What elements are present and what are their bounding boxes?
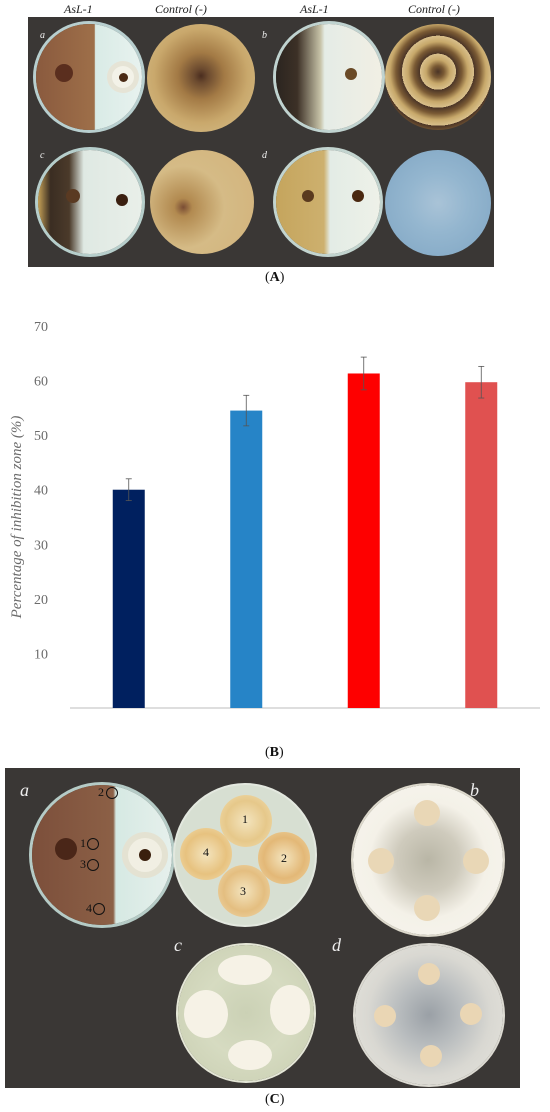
x-tick-label: C. musae	[218, 718, 274, 720]
panel-a-letter-c: c	[40, 150, 45, 161]
error-bar-1	[243, 394, 250, 427]
inhibition-bar-chart: 10 20 30 40 50 60 70 Percentage of inhibition z…	[9, 320, 540, 720]
y-tick-label: 50	[34, 429, 48, 444]
dish-c-d-colony1	[418, 963, 440, 985]
dish-c-c-colony1	[218, 955, 272, 985]
panel-a-caption-letter: A	[269, 270, 280, 285]
dish-d-asl1	[276, 150, 380, 254]
x-tick-label: F. graminearum	[80, 718, 178, 720]
dish-c-plug2	[116, 194, 128, 206]
ring-label-3: 3	[80, 857, 86, 871]
panel-a-letter-a: a	[40, 30, 45, 41]
y-tick-label: 60	[34, 375, 48, 390]
dish-c-c-colony2	[270, 985, 310, 1035]
dish-c-control	[150, 150, 254, 254]
error-bar-2	[360, 356, 367, 391]
panel-c-letter-b: b	[470, 780, 479, 800]
header-control-2: Control (-)	[408, 2, 460, 16]
panel-a-caption: (A)	[265, 270, 285, 285]
panel-c-caption-letter: C	[269, 1092, 280, 1107]
dish-c-b-colony2	[463, 848, 489, 874]
y-tick-label: 40	[34, 484, 48, 499]
bar-1	[230, 410, 263, 708]
error-bar-3	[478, 365, 485, 399]
bar-0	[112, 489, 145, 708]
ring-3	[87, 859, 99, 871]
panel-c-letter-d: d	[332, 935, 341, 955]
dish-a-control	[147, 24, 255, 132]
panel-c-letter-c: c	[174, 935, 182, 955]
panel-c-letter-a: a	[20, 780, 29, 800]
dish-c-d-colony3	[420, 1045, 442, 1067]
dish-d-control	[385, 150, 491, 256]
dish-c-c-colony4	[184, 990, 228, 1038]
ring-2	[106, 787, 118, 799]
panel-a-letter-b: b	[262, 30, 267, 41]
dish-d-plug2	[352, 190, 364, 202]
x-tick-label: C. gloeosporioides	[307, 718, 420, 720]
panel-b-caption: (B)	[265, 745, 284, 760]
colony-label-3: 3	[240, 884, 246, 898]
dish-c-plug	[66, 189, 80, 203]
dish-c-b-colony3	[414, 895, 440, 921]
dish-c-d-colony4	[374, 1005, 396, 1027]
y-tick-label: 20	[34, 593, 48, 608]
dish-c-b-colony1	[414, 800, 440, 826]
header-asl1-2: AsL-1	[300, 2, 329, 16]
dish-a-plug	[55, 64, 73, 82]
y-axis-label: Percentage of inhibition zone (%)	[9, 416, 25, 620]
dish-b-control	[385, 24, 491, 130]
bar-3	[465, 382, 498, 708]
y-tick-label: 70	[34, 320, 48, 335]
colony-3	[218, 865, 270, 917]
panel-c-caption: (C)	[265, 1092, 285, 1107]
colony-1	[220, 795, 272, 847]
dish-c-b-colony4	[368, 848, 394, 874]
colony-label-1: 1	[242, 812, 248, 826]
dish-b-asl1	[276, 24, 382, 130]
x-tick-label: G. cingulata	[444, 718, 519, 720]
colony-label-2: 2	[281, 851, 287, 865]
panel-a-letter-d: d	[262, 150, 267, 161]
colony-4	[180, 828, 232, 880]
dish-b-plug	[345, 68, 357, 80]
dish-c-c-colony3	[228, 1040, 272, 1070]
y-tick-label: 10	[34, 647, 48, 662]
ring-1	[87, 838, 99, 850]
y-tick-label: 30	[34, 538, 48, 553]
ring-4	[93, 903, 105, 915]
dish-c-a-plug	[55, 838, 77, 860]
bar-2	[347, 373, 380, 708]
dish-c-d-colony2	[460, 1003, 482, 1025]
ring-label-2: 2	[98, 785, 104, 799]
colony-2	[258, 832, 310, 884]
colony-label-4: 4	[203, 845, 209, 859]
header-asl1-1: AsL-1	[64, 2, 93, 16]
dish-a-plug2	[119, 73, 128, 82]
panel-b-caption-letter: B	[269, 745, 280, 760]
header-control-1: Control (-)	[155, 2, 207, 16]
dish-c-a-plug2	[139, 849, 151, 861]
dish-d-plug	[302, 190, 314, 202]
ring-label-1: 1	[80, 836, 86, 850]
error-bar-0	[125, 478, 132, 502]
ring-label-4: 4	[86, 901, 92, 915]
